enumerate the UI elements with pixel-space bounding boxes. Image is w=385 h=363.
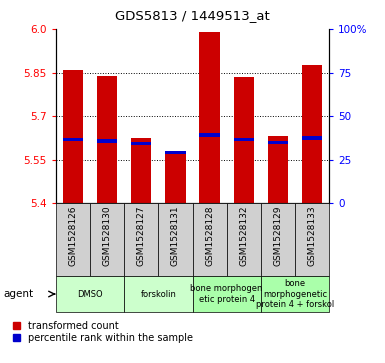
- Bar: [63, 70, 83, 203]
- Bar: [199, 133, 220, 137]
- Text: GSM1528127: GSM1528127: [137, 205, 146, 266]
- Bar: [295, 203, 329, 276]
- Bar: [131, 142, 152, 146]
- Text: GSM1528126: GSM1528126: [69, 205, 77, 266]
- Text: GSM1528132: GSM1528132: [239, 205, 248, 266]
- Bar: [302, 65, 322, 203]
- Bar: [131, 138, 152, 203]
- Text: GSM1528130: GSM1528130: [102, 205, 112, 266]
- Text: GSM1528128: GSM1528128: [205, 205, 214, 266]
- Bar: [268, 140, 288, 144]
- Text: DMSO: DMSO: [77, 290, 103, 298]
- Bar: [97, 139, 117, 143]
- Bar: [233, 77, 254, 203]
- Text: GSM1528129: GSM1528129: [273, 205, 283, 266]
- Bar: [158, 203, 192, 276]
- Bar: [124, 276, 192, 312]
- Bar: [97, 76, 117, 203]
- Bar: [268, 136, 288, 203]
- Bar: [165, 152, 186, 203]
- Bar: [233, 138, 254, 141]
- Text: forskolin: forskolin: [141, 290, 176, 298]
- Text: GSM1528131: GSM1528131: [171, 205, 180, 266]
- Text: GSM1528133: GSM1528133: [308, 205, 316, 266]
- Bar: [192, 203, 227, 276]
- Legend: transformed count, percentile rank within the sample: transformed count, percentile rank withi…: [13, 321, 193, 343]
- Bar: [302, 136, 322, 140]
- Bar: [90, 203, 124, 276]
- Bar: [56, 203, 90, 276]
- Text: agent: agent: [4, 289, 34, 299]
- Bar: [199, 32, 220, 203]
- Text: bone
morphogenetic
protein 4 + forskol: bone morphogenetic protein 4 + forskol: [256, 279, 334, 309]
- Bar: [261, 203, 295, 276]
- Bar: [124, 203, 158, 276]
- Bar: [261, 276, 329, 312]
- Bar: [56, 276, 124, 312]
- Text: bone morphogen
etic protein 4: bone morphogen etic protein 4: [191, 284, 263, 304]
- Text: GDS5813 / 1449513_at: GDS5813 / 1449513_at: [115, 9, 270, 22]
- Bar: [63, 138, 83, 141]
- Bar: [192, 276, 261, 312]
- Bar: [227, 203, 261, 276]
- Bar: [165, 151, 186, 154]
